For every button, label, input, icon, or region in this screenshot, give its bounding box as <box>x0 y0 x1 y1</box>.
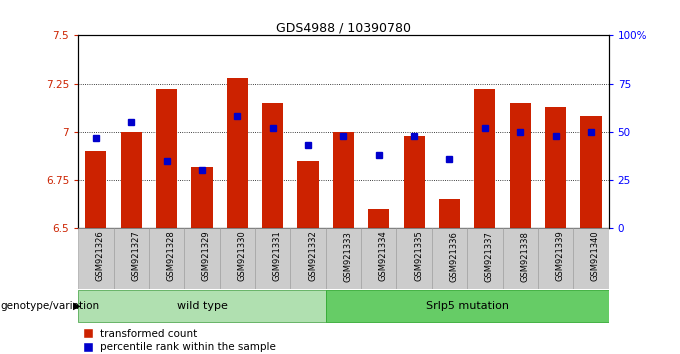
Bar <box>467 228 503 289</box>
Text: ▶: ▶ <box>73 301 81 311</box>
Text: GSM921337: GSM921337 <box>485 231 494 282</box>
Bar <box>297 161 319 228</box>
Text: GSM921335: GSM921335 <box>414 231 423 281</box>
Bar <box>333 132 354 228</box>
Bar <box>538 228 573 289</box>
Bar <box>290 228 326 289</box>
Legend: transformed count, percentile rank within the sample: transformed count, percentile rank withi… <box>84 329 276 352</box>
Bar <box>184 228 220 289</box>
Bar <box>255 228 290 289</box>
Bar <box>396 228 432 289</box>
Bar <box>573 228 609 289</box>
Bar <box>226 78 248 228</box>
Bar <box>432 228 467 289</box>
Text: GSM921336: GSM921336 <box>449 231 458 282</box>
Bar <box>78 290 326 322</box>
Text: GSM921333: GSM921333 <box>343 231 352 282</box>
Text: GSM921332: GSM921332 <box>308 231 317 281</box>
Text: GSM921330: GSM921330 <box>237 231 246 281</box>
Text: GSM921340: GSM921340 <box>591 231 600 281</box>
Text: GSM921328: GSM921328 <box>167 231 175 281</box>
Text: Srlp5 mutation: Srlp5 mutation <box>426 301 509 311</box>
Text: GSM921329: GSM921329 <box>202 231 211 281</box>
Bar <box>439 199 460 228</box>
Title: GDS4988 / 10390780: GDS4988 / 10390780 <box>276 21 411 34</box>
Text: GSM921331: GSM921331 <box>273 231 282 281</box>
Text: GSM921334: GSM921334 <box>379 231 388 281</box>
Bar <box>114 228 149 289</box>
Bar <box>474 90 496 228</box>
Bar <box>326 228 361 289</box>
Bar <box>368 209 390 228</box>
Bar <box>361 228 396 289</box>
Bar <box>326 290 609 322</box>
Bar <box>545 107 566 228</box>
Bar <box>220 228 255 289</box>
Text: GSM921326: GSM921326 <box>96 231 105 281</box>
Bar <box>120 132 142 228</box>
Bar <box>191 167 213 228</box>
Bar <box>262 103 284 228</box>
Bar <box>580 116 602 228</box>
Text: GSM921339: GSM921339 <box>556 231 564 281</box>
Bar <box>156 90 177 228</box>
Text: GSM921338: GSM921338 <box>520 231 529 282</box>
Text: wild type: wild type <box>177 301 227 311</box>
Text: genotype/variation: genotype/variation <box>1 301 100 311</box>
Text: GSM921327: GSM921327 <box>131 231 140 281</box>
Bar <box>149 228 184 289</box>
Bar <box>509 103 531 228</box>
Bar <box>503 228 538 289</box>
Bar <box>403 136 425 228</box>
Bar <box>78 228 114 289</box>
Bar <box>85 151 107 228</box>
